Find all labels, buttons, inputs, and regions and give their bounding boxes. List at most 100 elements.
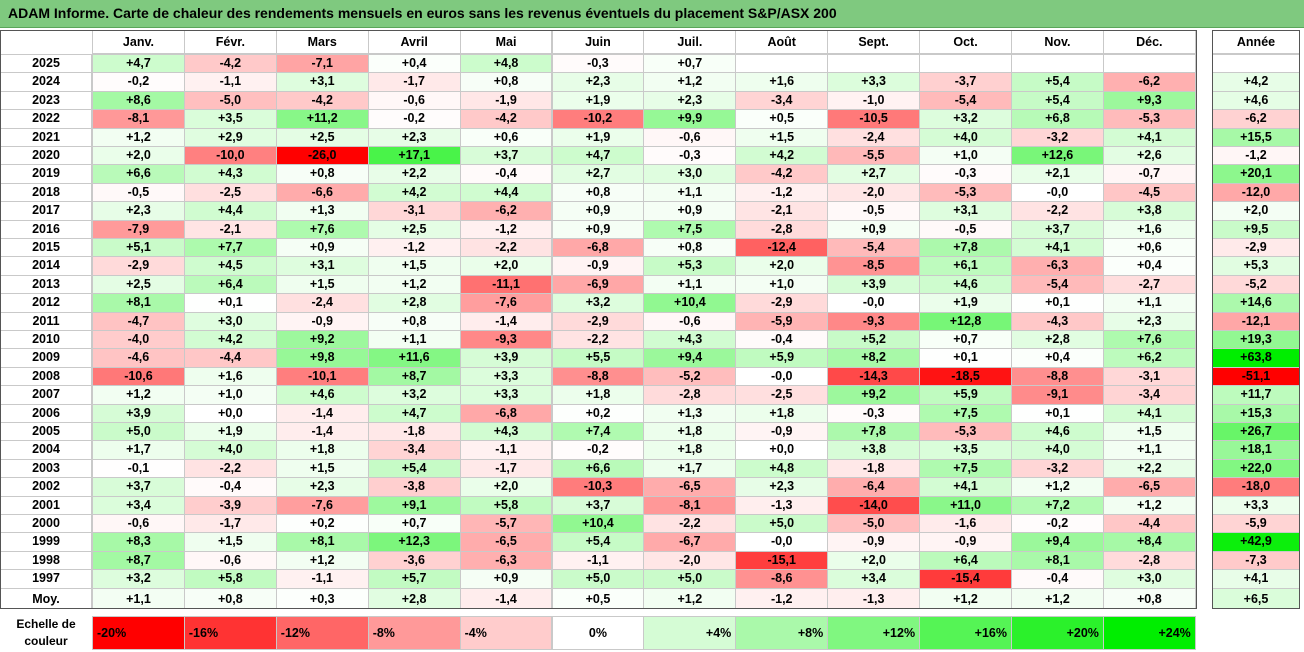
heatmap-cell: +3,7 [459, 146, 553, 166]
heatmap-cell: +5,4 [367, 458, 461, 479]
average-cell: +1,2 [643, 588, 737, 609]
annual-cell: -12,1 [1212, 311, 1300, 331]
heatmap-cell: +11,0 [919, 495, 1012, 515]
heatmap-cell: -2,9 [92, 256, 185, 276]
heatmap-cell: -0,2 [92, 72, 185, 92]
heatmap-cell [735, 54, 829, 74]
year-label: 2015 [0, 238, 92, 258]
heatmap-cell: -4,7 [92, 311, 185, 331]
heatmap-cell: -0,3 [551, 54, 645, 74]
heatmap-cell: +2,3 [275, 477, 369, 497]
heatmap-cell: -12,4 [735, 238, 829, 258]
heatmap-cell: +8,1 [275, 532, 369, 552]
heatmap-cell: -2,4 [827, 127, 921, 147]
heatmap-cell: +4,8 [735, 458, 829, 479]
heatmap-cell: -6,2 [459, 201, 553, 221]
annual-header: Année [1212, 30, 1300, 54]
year-label: 1999 [0, 532, 92, 552]
month-header: Mai [459, 30, 553, 54]
annual-cell: +63,8 [1212, 348, 1300, 368]
heatmap-cell: +1,8 [643, 422, 737, 442]
heatmap-cell: +0,9 [551, 219, 645, 239]
heatmap-cell: +2,5 [275, 127, 369, 147]
heatmap-cell: -5,5 [827, 146, 921, 166]
year-label: 2012 [0, 293, 92, 313]
heatmap-cell: +11,6 [367, 348, 461, 368]
month-header: Mars [275, 30, 369, 54]
heatmap-cell: +4,7 [92, 54, 185, 74]
heatmap-cell: +1,2 [1011, 477, 1104, 497]
heatmap-cell: +7,7 [183, 238, 277, 258]
heatmap-cell: -6,6 [275, 182, 369, 203]
heatmap-cell: -0,6 [643, 311, 737, 331]
heatmap-cell: +2,7 [551, 164, 645, 184]
heatmap-cell: +11,2 [275, 109, 369, 129]
heatmap-cell: +4,0 [919, 127, 1012, 147]
heatmap-cell: -1,4 [275, 422, 369, 442]
heatmap-cell: +3,0 [1102, 569, 1196, 589]
heatmap-cell: -0,6 [643, 127, 737, 147]
heatmap-cell: +1,1 [643, 274, 737, 295]
heatmap-cell: -6,8 [459, 403, 553, 423]
heatmap-cell: +3,9 [827, 274, 921, 295]
month-header: Déc. [1102, 30, 1196, 54]
heatmap-cell: +9,2 [275, 330, 369, 350]
heatmap-cell: +4,0 [1011, 440, 1104, 460]
heatmap-cell: +5,0 [551, 569, 645, 589]
heatmap-cell: -0,0 [1011, 182, 1104, 203]
heatmap-cell: +3,7 [92, 477, 185, 497]
heatmap-cell: +8,7 [92, 550, 185, 571]
heatmap-cell: +2,6 [1102, 146, 1196, 166]
heatmap-cell: +2,5 [367, 219, 461, 239]
heatmap-cell: +9,4 [1011, 532, 1104, 552]
heatmap-cell: -0,0 [735, 532, 829, 552]
average-cell: +1,1 [92, 588, 185, 609]
heatmap-cell: +3,2 [367, 385, 461, 405]
heatmap-cell: +7,6 [1102, 330, 1196, 350]
heatmap-cell: +4,4 [459, 182, 553, 203]
heatmap-cell: -3,2 [1011, 127, 1104, 147]
average-cell: +0,8 [183, 588, 277, 609]
heatmap-cell: +2,8 [1011, 330, 1104, 350]
heatmap-cell: +3,4 [92, 495, 185, 515]
heatmap-cell: +0,8 [551, 182, 645, 203]
heatmap-cell: +4,7 [367, 403, 461, 423]
year-label: 2013 [0, 274, 92, 295]
heatmap-cell: -1,4 [459, 311, 553, 331]
heatmap-cell: -1,4 [275, 403, 369, 423]
heatmap-cell: +4,2 [183, 330, 277, 350]
heatmap-cell: +1,2 [92, 127, 185, 147]
heatmap-cell: +0,4 [1102, 256, 1196, 276]
heatmap-cell: +1,6 [1102, 219, 1196, 239]
heatmap-cell: +1,8 [551, 385, 645, 405]
heatmap-cell: -3,4 [1102, 385, 1196, 405]
heatmap-cell: +0,4 [1011, 348, 1104, 368]
heatmap-cell: +0,9 [827, 219, 921, 239]
heatmap-cell: -14,3 [827, 366, 921, 387]
heatmap-cell: +1,1 [643, 182, 737, 203]
heatmap-cell: +8,1 [1011, 550, 1104, 571]
heatmap-cell: +5,4 [1011, 72, 1104, 92]
scale-swatch: -20% [92, 616, 185, 650]
heatmap-cell: +3,1 [275, 256, 369, 276]
heatmap-cell: -1,2 [459, 219, 553, 239]
heatmap-cell: -1,6 [919, 514, 1012, 534]
year-label: 2021 [0, 127, 92, 147]
heatmap-cell: -7,9 [92, 219, 185, 239]
heatmap-cell: -9,3 [459, 330, 553, 350]
heatmap-cell: +3,8 [827, 440, 921, 460]
heatmap-cell: +9,8 [275, 348, 369, 368]
heatmap-cell: +4,3 [183, 164, 277, 184]
heatmap-cell: +2,3 [551, 72, 645, 92]
heatmap-cell: +2,3 [367, 127, 461, 147]
heatmap-cell: +10,4 [551, 514, 645, 534]
annual-cell: +3,3 [1212, 495, 1300, 515]
year-label: 2005 [0, 422, 92, 442]
heatmap-cell: +0,2 [275, 514, 369, 534]
heatmap-cell: +4,6 [275, 385, 369, 405]
heatmap-cell: +0,8 [643, 238, 737, 258]
annual-cell: +26,7 [1212, 422, 1300, 442]
heatmap-cell: +2,0 [459, 256, 553, 276]
heatmap-cell: -0,7 [1102, 164, 1196, 184]
heatmap-cell: -4,4 [183, 348, 277, 368]
